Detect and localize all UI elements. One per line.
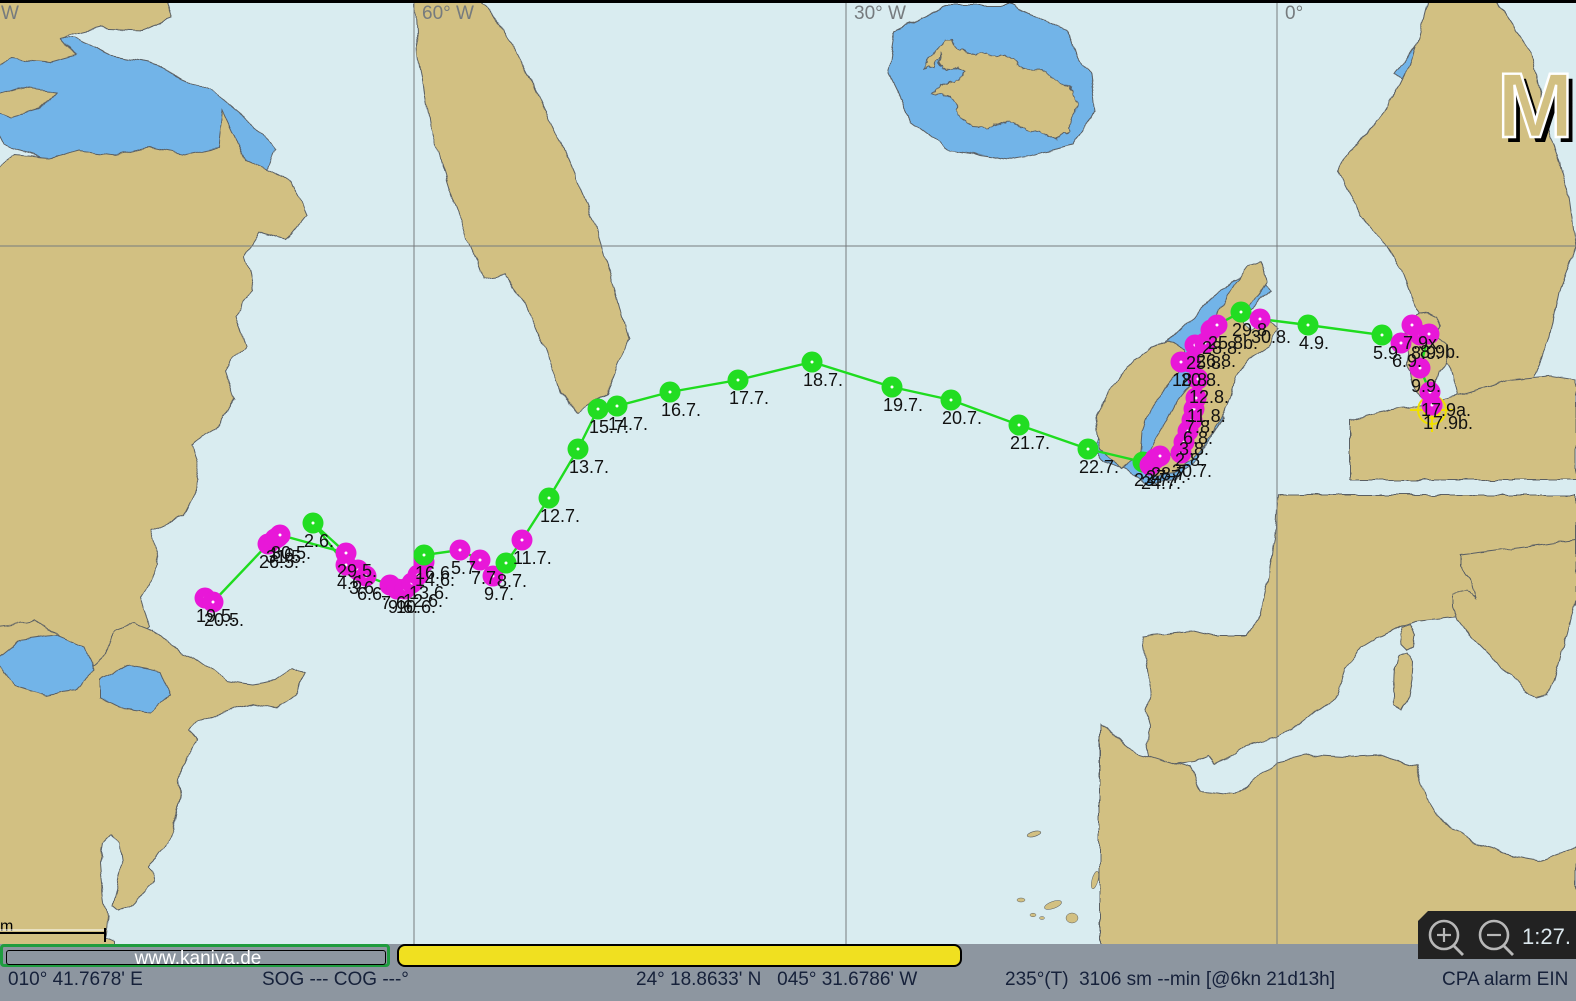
- svg-text:17.7.: 17.7.: [729, 388, 769, 408]
- svg-text:60° W: 60° W: [422, 3, 474, 24]
- svg-text:30.8.: 30.8.: [1251, 327, 1291, 347]
- svg-text:18.8.: 18.8.: [1172, 370, 1212, 390]
- svg-text:16.7.: 16.7.: [661, 400, 701, 420]
- svg-text:8.9b.: 8.9b.: [1420, 342, 1460, 362]
- svg-text:12.8.: 12.8.: [1189, 387, 1229, 407]
- svg-text:90° W: 90° W: [0, 3, 19, 24]
- svg-text:16.6.: 16.6.: [415, 563, 455, 583]
- svg-text:20.7.: 20.7.: [942, 408, 982, 428]
- svg-text:9.9.: 9.9.: [1411, 376, 1441, 396]
- svg-text:0°: 0°: [1285, 3, 1303, 24]
- svg-text:4.9.: 4.9.: [1299, 333, 1329, 353]
- svg-text:12.7.: 12.7.: [540, 506, 580, 526]
- svg-text:19.7.: 19.7.: [883, 395, 923, 415]
- svg-text:1:27.: 1:27.: [1522, 924, 1571, 949]
- svg-text:22.7.: 22.7.: [1079, 457, 1119, 477]
- svg-text:30° W: 30° W: [854, 3, 906, 24]
- svg-text:M: M: [1497, 55, 1574, 157]
- svg-text:13.7.: 13.7.: [569, 457, 609, 477]
- svg-text:21.7.: 21.7.: [1010, 433, 1050, 453]
- svg-text:14.7.: 14.7.: [608, 414, 648, 434]
- svg-text:18.7.: 18.7.: [803, 370, 843, 390]
- svg-text:20.5.: 20.5.: [204, 610, 244, 630]
- svg-text:2.6.: 2.6.: [304, 531, 334, 551]
- svg-text:8.7.: 8.7.: [497, 571, 527, 591]
- svg-text:17.9b.: 17.9b.: [1423, 413, 1473, 433]
- svg-text:11.7.: 11.7.: [513, 548, 552, 568]
- svg-text:11.8.: 11.8.: [1187, 406, 1226, 426]
